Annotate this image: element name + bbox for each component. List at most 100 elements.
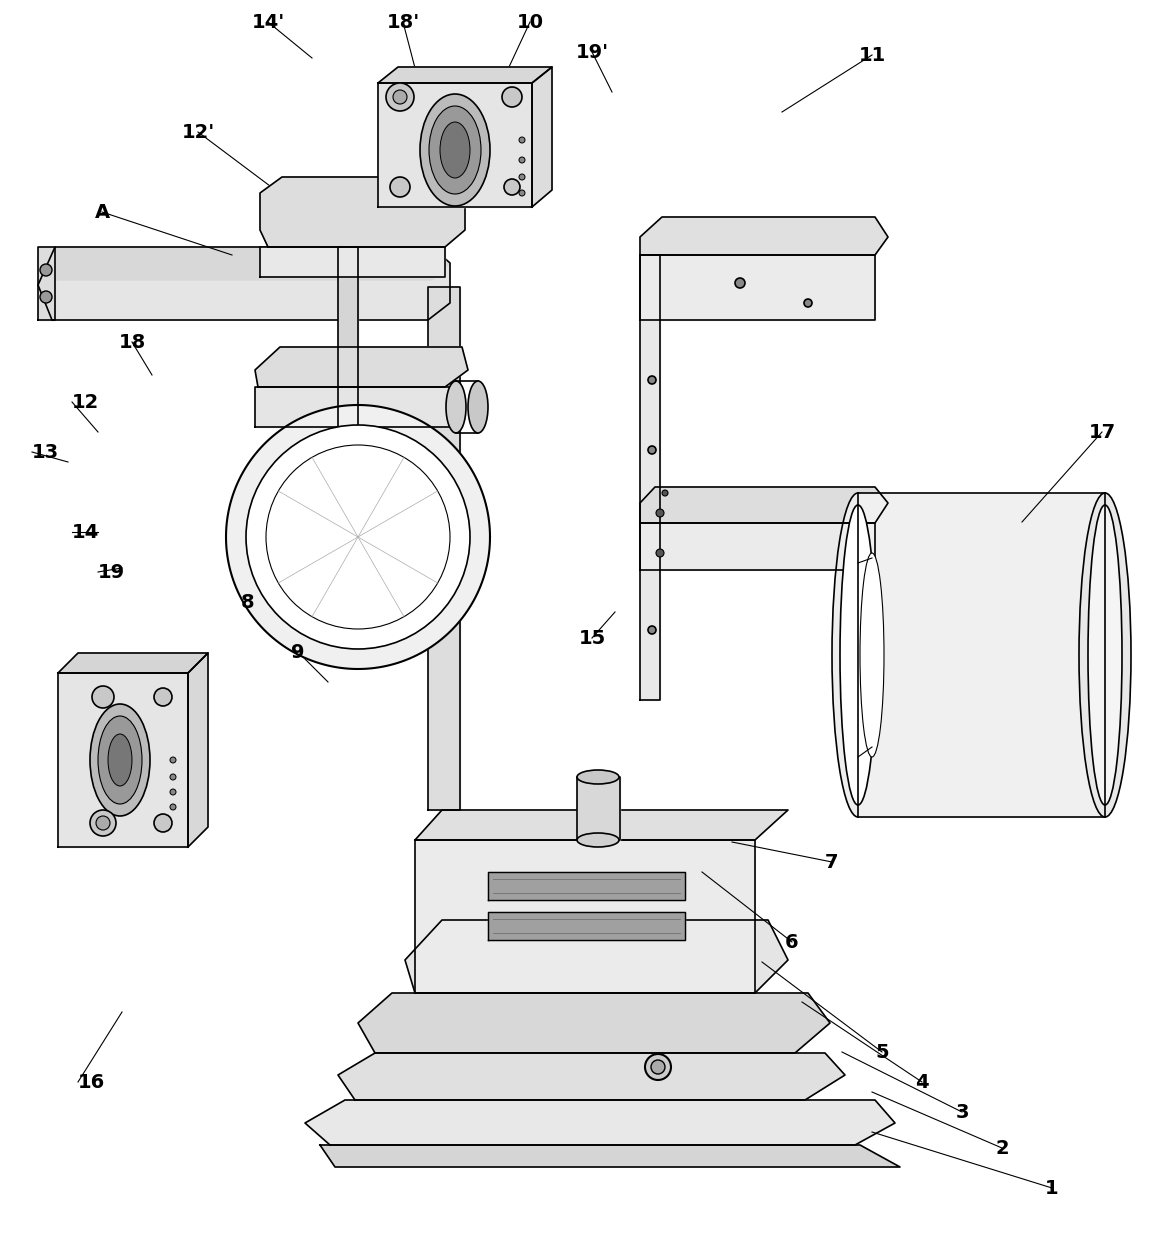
Circle shape [656,510,664,517]
Ellipse shape [90,704,150,816]
Ellipse shape [421,94,490,206]
Ellipse shape [108,734,132,786]
Text: 14: 14 [72,522,99,541]
Polygon shape [255,387,463,427]
Polygon shape [260,177,465,247]
Circle shape [393,90,407,104]
Polygon shape [640,217,888,255]
Circle shape [386,83,414,110]
Text: 15: 15 [578,629,606,648]
Circle shape [648,446,656,454]
Polygon shape [377,67,552,83]
Circle shape [170,804,176,809]
Text: 8: 8 [241,592,255,611]
Polygon shape [255,346,468,387]
Text: 14': 14' [252,13,284,31]
Circle shape [648,626,656,634]
Ellipse shape [860,553,884,757]
Polygon shape [488,912,685,940]
Ellipse shape [832,493,884,817]
Circle shape [170,757,176,763]
Polygon shape [640,487,888,523]
Circle shape [645,1054,671,1081]
Circle shape [170,789,176,794]
Circle shape [170,774,176,781]
Text: 12: 12 [72,393,99,412]
Circle shape [651,1060,665,1074]
Ellipse shape [577,833,619,847]
Polygon shape [640,255,661,700]
Polygon shape [488,872,685,900]
Ellipse shape [577,771,619,784]
Ellipse shape [840,505,876,804]
Text: 4: 4 [916,1073,929,1092]
Polygon shape [38,247,450,320]
Polygon shape [405,920,788,993]
Text: 16: 16 [78,1073,105,1092]
Text: 19: 19 [98,562,125,581]
Circle shape [518,174,525,179]
Polygon shape [188,653,209,847]
Polygon shape [260,247,445,277]
Circle shape [804,299,812,307]
Circle shape [92,686,114,708]
Ellipse shape [468,382,488,433]
Text: 19': 19' [576,43,608,61]
Polygon shape [415,840,755,993]
Circle shape [40,264,52,276]
Circle shape [518,137,525,143]
Text: A: A [94,202,110,221]
Circle shape [504,179,520,195]
Polygon shape [320,1145,901,1167]
Circle shape [390,177,410,197]
Ellipse shape [98,717,142,804]
Text: 5: 5 [875,1043,889,1062]
Text: 6: 6 [785,932,799,951]
Circle shape [154,688,172,707]
Text: 12': 12' [182,123,214,142]
Polygon shape [338,247,358,560]
Circle shape [518,157,525,163]
Polygon shape [532,67,552,207]
Polygon shape [415,809,788,840]
Circle shape [648,376,656,384]
Text: 18': 18' [387,13,419,31]
Polygon shape [38,247,450,280]
Polygon shape [577,777,620,840]
Polygon shape [58,653,209,673]
Circle shape [246,425,469,649]
Ellipse shape [1079,493,1131,817]
Text: 11: 11 [859,45,885,64]
Text: 13: 13 [31,443,59,462]
Polygon shape [640,255,875,320]
Circle shape [502,87,522,107]
Ellipse shape [446,382,466,433]
Text: 2: 2 [995,1138,1009,1157]
Text: 17: 17 [1088,423,1116,442]
Polygon shape [640,523,875,570]
Text: 18: 18 [119,333,146,351]
Polygon shape [428,287,460,809]
Polygon shape [58,673,188,847]
Text: 3: 3 [955,1102,969,1122]
Circle shape [266,446,450,629]
Polygon shape [377,83,532,207]
Circle shape [518,190,525,196]
Text: 9: 9 [291,643,305,661]
Circle shape [656,548,664,557]
Circle shape [154,814,172,832]
Ellipse shape [440,122,469,178]
Polygon shape [358,993,829,1053]
Polygon shape [338,1053,845,1099]
Circle shape [96,816,110,830]
Circle shape [662,489,668,496]
Polygon shape [226,405,490,669]
Polygon shape [38,247,55,320]
Text: 10: 10 [516,13,544,31]
Circle shape [735,279,744,287]
Text: 1: 1 [1045,1178,1059,1197]
Polygon shape [305,1099,895,1145]
Polygon shape [857,493,1104,817]
Text: 7: 7 [825,852,839,871]
Ellipse shape [429,105,481,195]
